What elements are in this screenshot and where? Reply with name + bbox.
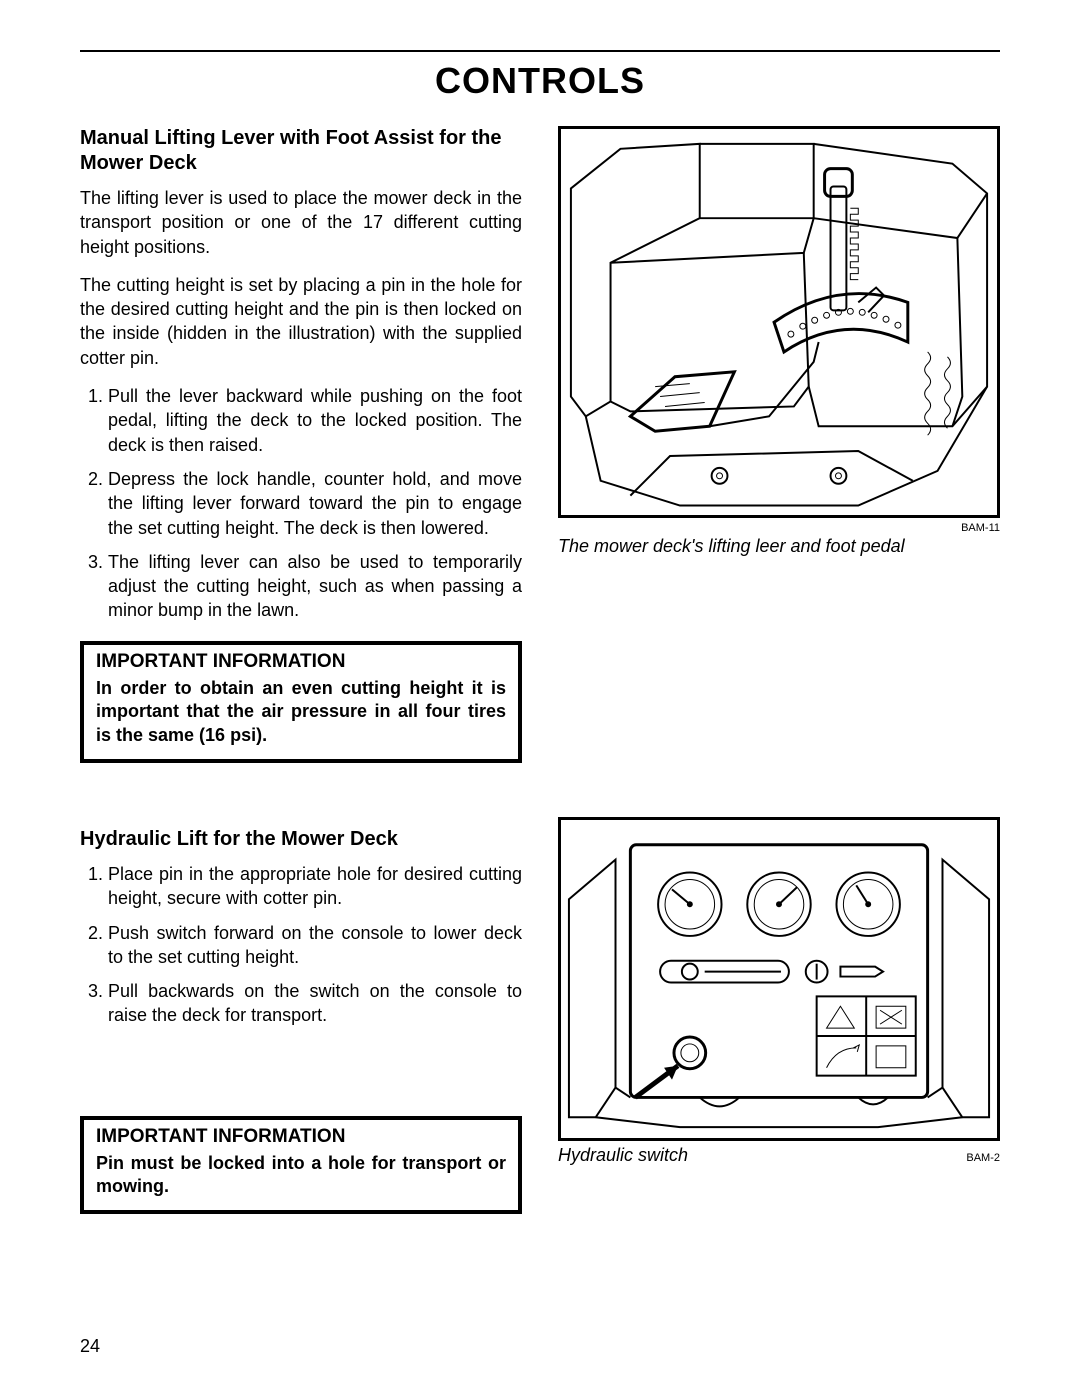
list-item: Depress the lock handle, counter hold, a… <box>108 467 522 540</box>
info-box-2: IMPORTANT INFORMATION Pin must be locked… <box>80 1116 522 1215</box>
page-number: 24 <box>80 1336 100 1357</box>
top-rule <box>80 50 1000 52</box>
list-item: Push switch forward on the console to lo… <box>108 921 522 970</box>
list-item: Pull backwards on the switch on the cons… <box>108 979 522 1028</box>
section1-para1: The lifting lever is used to place the m… <box>80 186 522 259</box>
figure-hydraulic-switch <box>558 817 1000 1140</box>
figure-lifting-lever <box>558 126 1000 518</box>
figure2-caption: Hydraulic switch <box>558 1145 688 1166</box>
section1-para2: The cutting height is set by placing a p… <box>80 273 522 370</box>
info-box-title: IMPORTANT INFORMATION <box>96 1126 506 1148</box>
section2-steps: Place pin in the appropriate hole for de… <box>80 862 522 1028</box>
figure2-ref: BAM-2 <box>966 1152 1000 1164</box>
info-box-body: Pin must be locked into a hole for trans… <box>96 1152 506 1199</box>
info-box-title: IMPORTANT INFORMATION <box>96 651 506 673</box>
page-title: CONTROLS <box>80 60 1000 102</box>
section1-heading: Manual Lifting Lever with Foot Assist fo… <box>80 126 522 176</box>
figure1-ref: BAM-11 <box>558 522 1000 534</box>
list-item: The lifting lever can also be used to te… <box>108 550 522 623</box>
section1-steps: Pull the lever backward while pushing on… <box>80 384 522 623</box>
section2-heading: Hydraulic Lift for the Mower Deck <box>80 827 522 852</box>
right-column: BAM-11 The mower deck's lifting leer and… <box>558 126 1000 1242</box>
info-box-1: IMPORTANT INFORMATION In order to obtain… <box>80 641 522 763</box>
list-item: Place pin in the appropriate hole for de… <box>108 862 522 911</box>
content-columns: Manual Lifting Lever with Foot Assist fo… <box>80 126 1000 1242</box>
figure1-caption: The mower deck's lifting leer and foot p… <box>558 536 1000 557</box>
left-column: Manual Lifting Lever with Foot Assist fo… <box>80 126 522 1242</box>
info-box-body: In order to obtain an even cutting heigh… <box>96 677 506 747</box>
list-item: Pull the lever backward while pushing on… <box>108 384 522 457</box>
